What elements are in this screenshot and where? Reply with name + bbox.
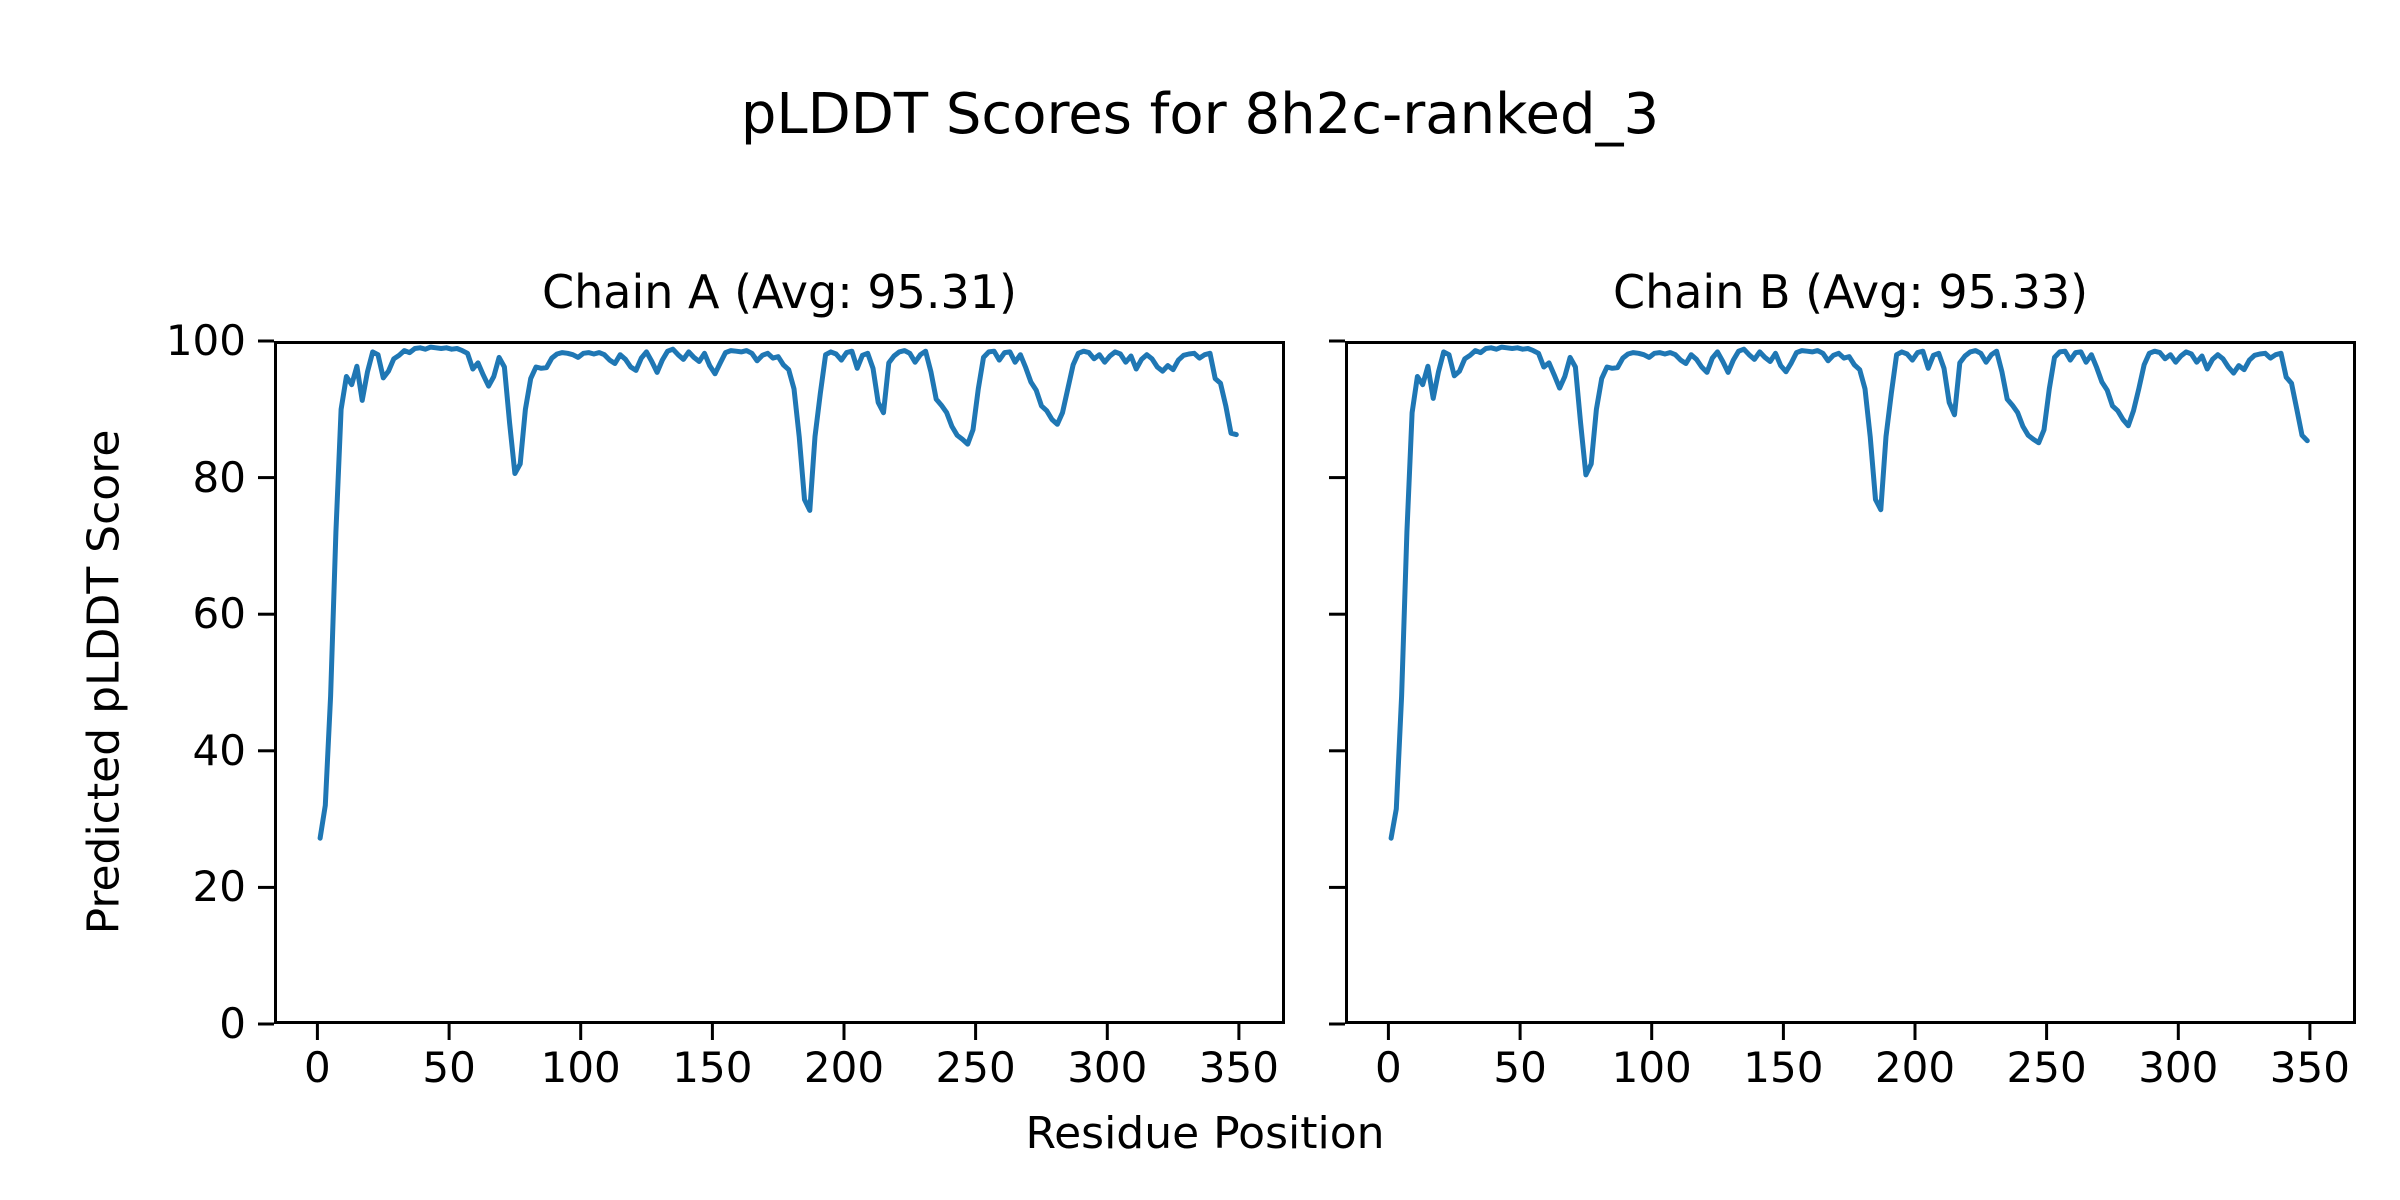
- x-tick-label: 0: [304, 1043, 331, 1092]
- y-tick-label: 40: [192, 725, 246, 775]
- y-tick-label: 60: [192, 589, 246, 639]
- x-tick-label: 300: [1067, 1043, 1148, 1092]
- axes-chain-b: Chain B (Avg: 95.33) 0 50 100 150 200 250 300 3…: [1329, 267, 2356, 1092]
- y-tick-label: 20: [192, 862, 246, 912]
- x-tick-label: 250: [2006, 1043, 2087, 1092]
- x-tick-label: 350: [2269, 1043, 2350, 1092]
- y-tick-label: 80: [192, 452, 246, 502]
- x-tick-label: 50: [422, 1043, 476, 1092]
- x-tick-label: 0: [1375, 1043, 1402, 1092]
- axes-frame: [1345, 341, 2356, 1024]
- plddt-line-chain-b: [1388, 344, 2310, 841]
- x-tick-label: 150: [1743, 1043, 1824, 1092]
- chain-b-subplot-title: Chain B (Avg: 95.33): [1612, 265, 2089, 319]
- y-axis-label: Predicted pLDDT Score: [78, 429, 130, 935]
- x-tick-label: 100: [540, 1043, 621, 1092]
- chain-a-plot: [258, 339, 1285, 1040]
- axes-frame: [274, 341, 1285, 1024]
- x-tick-label: 100: [1611, 1043, 1692, 1092]
- x-tick-label: 300: [2138, 1043, 2219, 1092]
- x-tick-label: 150: [672, 1043, 753, 1092]
- x-axis-label: Residue Position: [1025, 1108, 1385, 1159]
- x-tick-label: 50: [1493, 1043, 1547, 1092]
- x-tick-label: 250: [935, 1043, 1016, 1092]
- chain-b-plot: [1329, 339, 2356, 1040]
- plddt-line-chain-a: [317, 344, 1239, 841]
- x-tick-label: 200: [803, 1043, 885, 1092]
- axes-chain-a: Chain A (Avg: 95.31) 0 50 100 150 200 250 300 3…: [166, 267, 1285, 1092]
- y-tick-label: 0: [219, 999, 246, 1048]
- y-tick-label: 100: [165, 316, 246, 365]
- figure-title: pLDDT Scores for 8h2c-ranked_3: [740, 82, 1660, 147]
- x-tick-label: 350: [1198, 1043, 1279, 1092]
- chain-a-subplot-title: Chain A (Avg: 95.31): [541, 265, 1017, 319]
- x-tick-label: 200: [1874, 1043, 1956, 1092]
